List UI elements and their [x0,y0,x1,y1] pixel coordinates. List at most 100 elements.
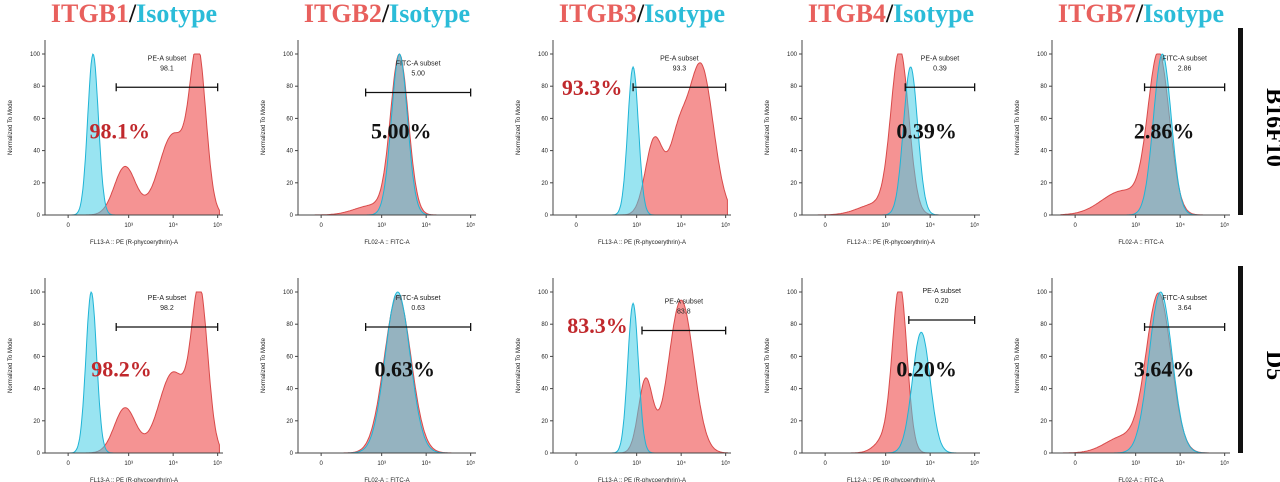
x-tick-label: 0 [823,461,827,467]
y-tick-label: 80 [1040,84,1047,90]
y-tick-label: 100 [30,52,41,58]
percent-label: 0.39% [896,119,957,144]
percent-label: 0.20% [896,357,957,382]
y-tick-label: 40 [1040,149,1047,155]
x-tick-label: 10³ [377,223,386,229]
gate-value: 0.20 [935,298,949,305]
x-tick-label: 10³ [1131,461,1140,467]
gate-value: 3.64 [1178,305,1192,312]
y-tick-label: 0 [794,451,798,457]
x-tick-label: 10⁴ [677,460,687,467]
percent-label: 83.3% [567,313,628,338]
y-tick-label: 80 [541,84,548,90]
y-axis-label: Normalized To Mode [261,337,267,393]
y-tick-label: 20 [33,419,40,425]
y-tick-label: 20 [1040,419,1047,425]
row-bar [1238,266,1243,453]
y-tick-label: 0 [794,213,798,219]
gate-value: 93.3 [673,65,687,72]
column-title: ITGB7/Isotype [1058,0,1224,28]
x-tick-label: 10⁵ [970,460,980,467]
y-tick-label: 80 [541,322,548,328]
x-tick-label: 10⁴ [169,222,179,229]
y-tick-label: 60 [790,116,797,122]
y-tick-label: 0 [37,451,41,457]
x-tick-label: 0 [319,223,323,229]
x-tick-label: 10⁵ [466,222,476,229]
column-title: ITGB4/Isotype [808,0,974,28]
y-tick-label: 0 [545,451,549,457]
gate-name: PE-A subset [665,299,704,306]
gate-value: 2.86 [1178,65,1192,72]
x-tick-label: 0 [319,461,323,467]
gate-name: PE-A subset [660,55,699,62]
gate-name: FITC-A subset [396,295,441,302]
x-tick-label: 10³ [1131,223,1140,229]
y-tick-label: 0 [290,213,294,219]
row-bar [1238,28,1243,215]
y-tick-label: 0 [1044,451,1048,457]
y-tick-label: 40 [790,149,797,155]
y-axis-label: Normalized To Mode [1015,99,1021,155]
x-tick-label: 10⁵ [721,222,731,229]
y-tick-label: 20 [541,419,548,425]
y-tick-label: 0 [37,213,41,219]
percent-label: 98.2% [91,357,152,382]
x-tick-label: 10³ [881,461,890,467]
title-part: ITGB2 [304,0,382,28]
y-axis-label: Normalized To Mode [8,99,14,155]
x-tick-label: 10⁵ [1220,460,1230,467]
x-tick-label: 10³ [124,461,133,467]
y-tick-label: 100 [283,290,294,296]
x-axis-label: FL13-A :: PE (R-phycoerythrin)-A [598,478,686,482]
y-tick-label: 20 [286,419,293,425]
gate-value: 98.1 [160,65,174,72]
y-tick-label: 80 [790,322,797,328]
y-tick-label: 80 [790,84,797,90]
row-label: D5 [1261,351,1280,380]
x-axis-label: FL13-A :: PE (R-phycoerythrin)-A [90,478,178,482]
x-tick-label: 0 [1073,461,1077,467]
gate-name: FITC-A subset [396,61,441,68]
y-axis-label: Normalized To Mode [765,99,771,155]
y-tick-label: 80 [286,84,293,90]
y-tick-label: 40 [33,387,40,393]
y-tick-label: 0 [1044,213,1048,219]
y-tick-label: 40 [286,387,293,393]
y-tick-label: 40 [541,387,548,393]
x-tick-label: 10³ [632,223,641,229]
y-tick-label: 60 [1040,354,1047,360]
y-tick-label: 100 [787,52,798,58]
column-title: ITGB2/Isotype [304,0,470,28]
x-tick-label: 10³ [377,461,386,467]
title-part: / [128,0,137,28]
gate-name: PE-A subset [922,288,961,295]
y-tick-label: 60 [33,354,40,360]
y-tick-label: 40 [790,387,797,393]
title-part: / [1135,0,1144,28]
y-tick-label: 100 [538,290,549,296]
gate-value: 83.8 [677,309,691,316]
y-axis-label: Normalized To Mode [516,99,522,155]
title-part: / [636,0,645,28]
gate-name: FITC-A subset [1162,55,1207,62]
x-tick-label: 0 [1073,223,1077,229]
x-axis-label: FL02-A :: FITC-A [1118,478,1163,482]
percent-label: 2.86% [1134,119,1195,144]
percent-label: 93.3% [562,75,623,100]
y-tick-label: 60 [33,116,40,122]
y-tick-label: 100 [30,290,41,296]
gate-value: 98.2 [160,305,174,312]
x-tick-label: 10⁴ [169,460,179,467]
x-axis-label: FL13-A :: PE (R-phycoerythrin)-A [598,240,686,246]
y-tick-label: 60 [541,116,548,122]
x-tick-label: 10⁴ [677,222,687,229]
x-tick-label: 10³ [632,461,641,467]
gate-name: FITC-A subset [1162,295,1207,302]
x-tick-label: 10⁵ [466,460,476,467]
x-tick-label: 10⁴ [1176,222,1186,229]
title-part: / [885,0,894,28]
y-tick-label: 20 [790,419,797,425]
